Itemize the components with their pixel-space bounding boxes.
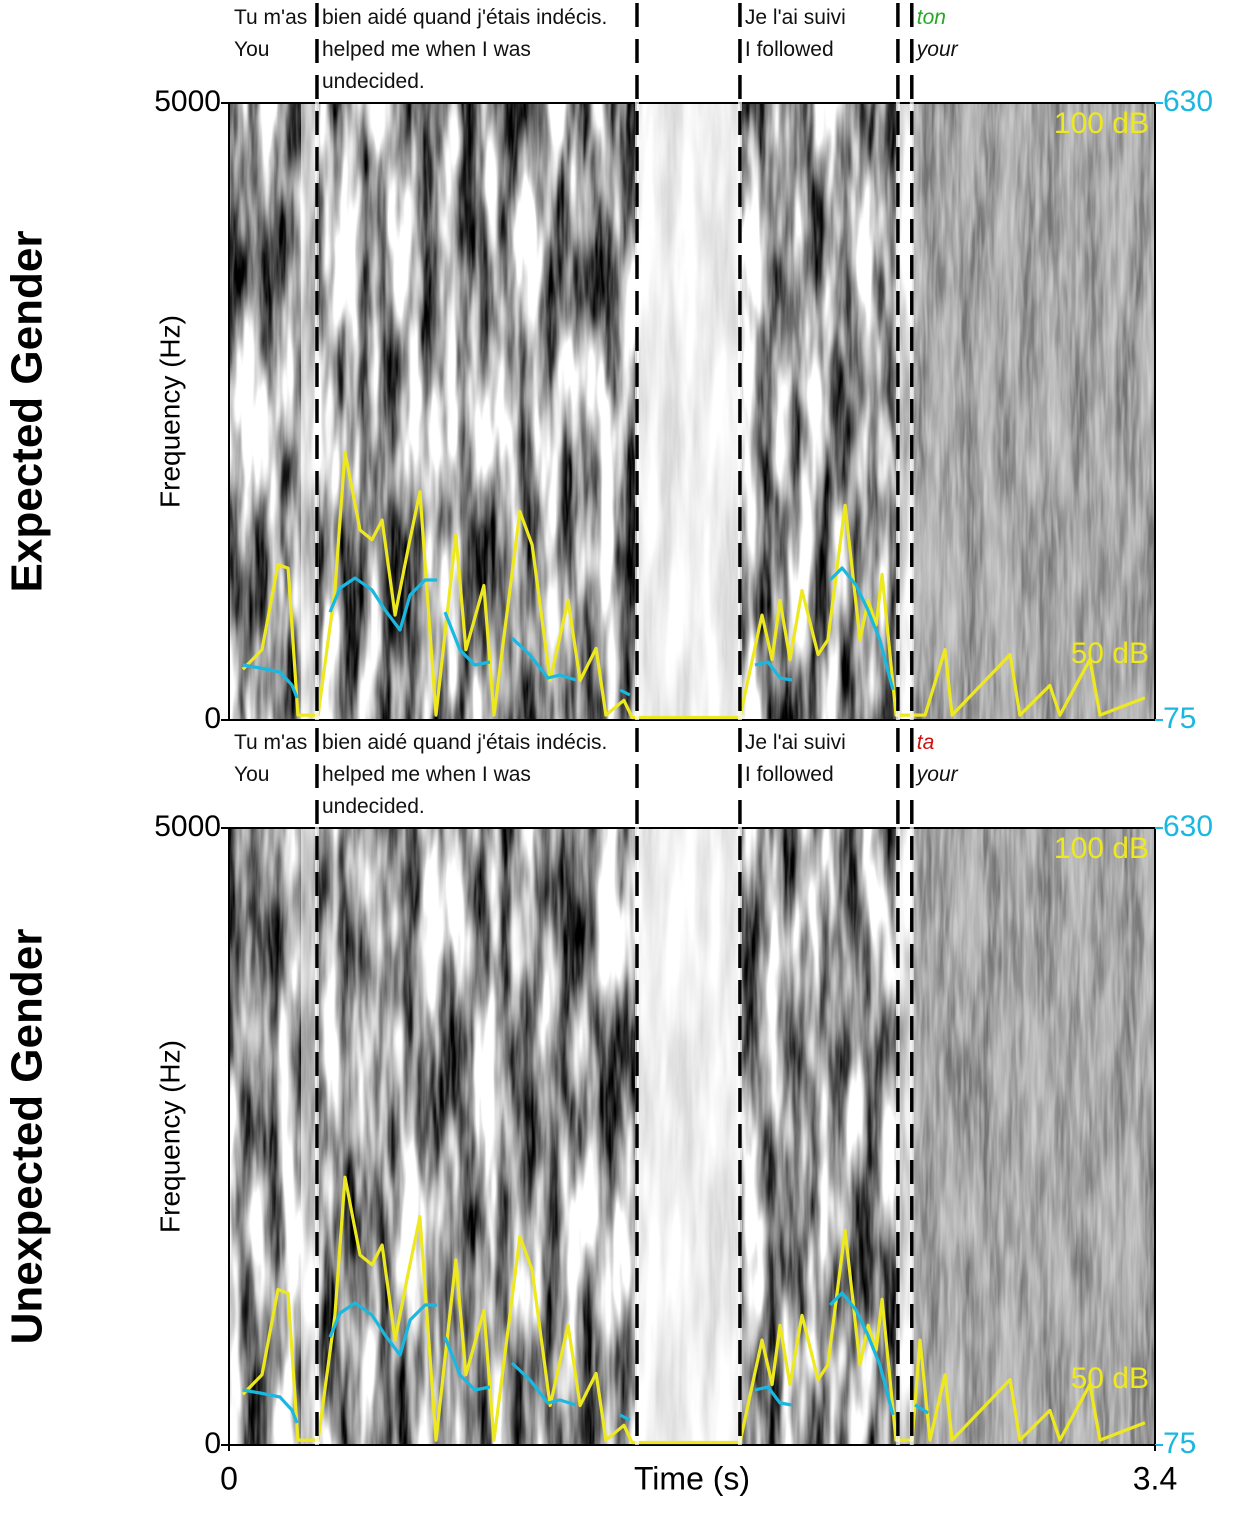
word-text: bien aidé quand j'étais indécis.	[321, 731, 608, 754]
x-axis-label: Time (s)	[634, 1460, 750, 1496]
y-axis-label: Frequency (Hz)	[154, 315, 185, 508]
y2-tick-label: 630	[1163, 810, 1213, 843]
y-tick-label: 5000	[154, 810, 221, 843]
plot-frame	[228, 102, 1156, 721]
intensity-scale-label: 100 dB	[1054, 107, 1149, 140]
y2-tick-label: 630	[1163, 85, 1213, 118]
word-label: bien aidé quand j'étais indécis. helped m…	[322, 727, 634, 823]
x-tick-label: 3.4	[1133, 1460, 1177, 1496]
intensity-scale-label: 50 dB	[1071, 637, 1149, 670]
word-text: bien aidé quand j'étais indécis.	[321, 6, 608, 29]
word-label: Tu m'as You	[234, 727, 314, 791]
word-text: ton	[916, 6, 946, 29]
word-text: Je l'ai suivi	[744, 731, 846, 754]
word-label: Tu m'as You	[234, 2, 314, 66]
y-axis-label: Frequency (Hz)	[154, 1040, 185, 1233]
word-text: Tu m'as	[234, 6, 308, 29]
word-translation: your	[916, 763, 958, 786]
word-label: Je l'ai suivi I followed	[745, 727, 895, 791]
intensity-line	[241, 1175, 1146, 1445]
intensity-scale-label: 100 dB	[1054, 832, 1149, 865]
word-text: Tu m'as	[234, 731, 308, 754]
word-text: ta	[916, 731, 935, 754]
word-translation: I followed	[744, 763, 834, 786]
x-tick-label: 0	[220, 1460, 238, 1496]
pitch-line	[242, 566, 895, 699]
gap-region	[897, 828, 912, 1445]
word-translation: You	[234, 763, 270, 786]
word-translation: helped me when I was undecided.	[321, 38, 531, 93]
gap-region	[300, 103, 317, 720]
noise-region	[911, 103, 1155, 720]
row-label: Expected Gender	[3, 231, 52, 593]
noise-region	[911, 828, 1155, 1445]
y-tick-label: 0	[204, 1427, 221, 1460]
intensity-scale-label: 50 dB	[1071, 1362, 1149, 1395]
gap-region	[300, 828, 317, 1445]
pitch-line	[242, 1291, 929, 1424]
word-translation: I followed	[744, 38, 834, 61]
plot-frame	[228, 827, 1156, 1446]
word-text: Je l'ai suivi	[744, 6, 846, 29]
intensity-line	[241, 450, 1146, 720]
gap-region	[897, 103, 912, 720]
y2-tick-label: 75	[1163, 702, 1196, 735]
word-label: ta your	[917, 727, 1152, 791]
y2-tick-label: 75	[1163, 1427, 1196, 1460]
word-label: Je l'ai suivi I followed	[745, 2, 895, 66]
word-translation: your	[916, 38, 958, 61]
silence-region	[636, 103, 740, 720]
word-translation: helped me when I was undecided.	[321, 763, 531, 818]
word-label: bien aidé quand j'étais indécis. helped m…	[322, 2, 634, 98]
word-translation: You	[234, 38, 270, 61]
y-tick-label: 0	[204, 702, 221, 735]
word-label: ton your	[917, 2, 1152, 66]
row-label: Unexpected Gender	[3, 929, 52, 1345]
y-tick-label: 5000	[154, 85, 221, 118]
silence-region	[636, 828, 740, 1445]
